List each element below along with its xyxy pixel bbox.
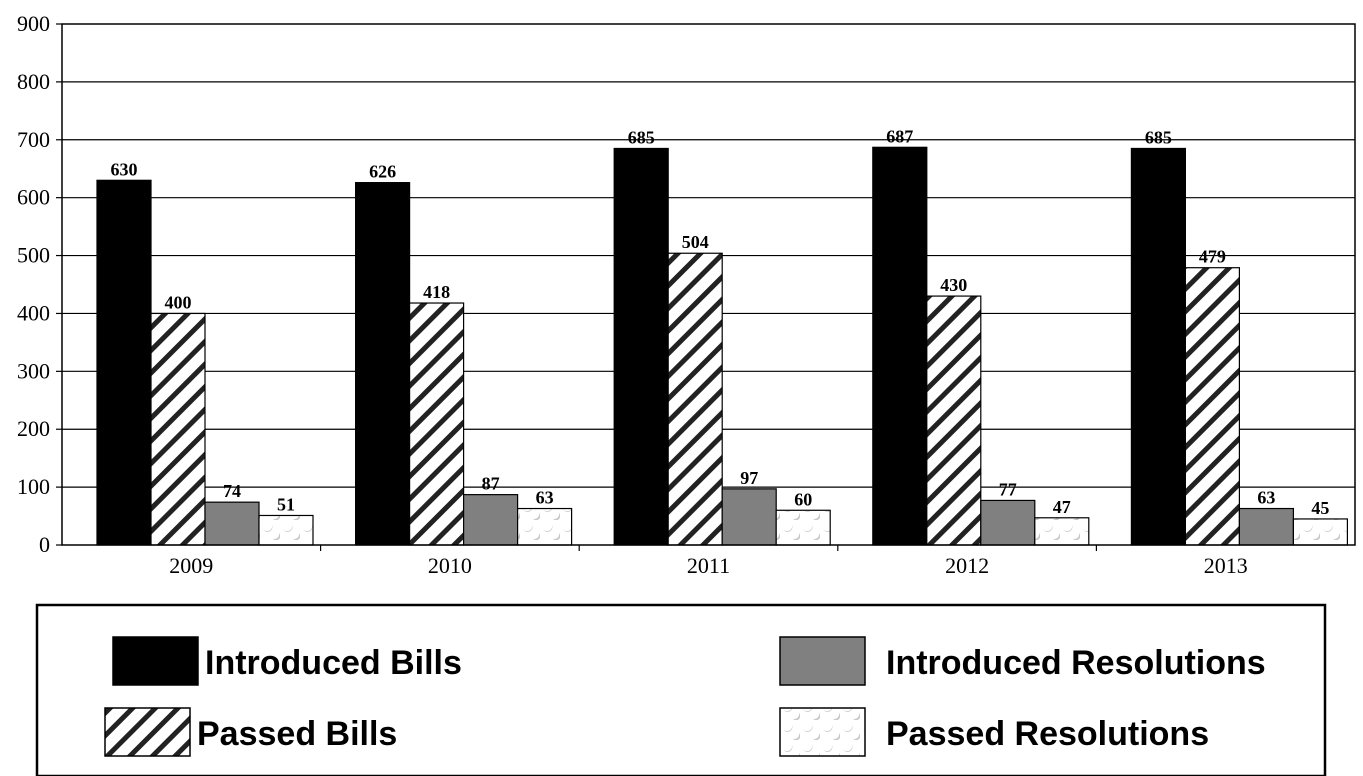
bars [96,146,1349,546]
bar-introduced-resolutions [463,494,519,546]
y-tick-label: 400 [17,300,50,325]
data-label: 504 [682,232,709,252]
bar-passed-bills [409,302,465,546]
legend-swatch-introduced-bills [112,636,199,686]
legend-label: Introduced Bills [205,644,462,682]
data-label: 630 [111,159,138,179]
legend-label: Passed Bills [197,715,397,753]
x-tick-label: 2010 [428,553,472,578]
legend-label: Passed Resolutions [886,715,1209,753]
bar-passed-resolutions [1034,517,1090,546]
bar-introduced-resolutions [980,499,1036,546]
bar-introduced-bills [1130,147,1187,546]
x-tick-label: 2013 [1204,553,1248,578]
bar-passed-bills [150,312,206,546]
bar-introduced-bills [355,182,411,546]
legend-box [35,603,1327,776]
y-tick-label: 700 [17,127,50,152]
x-axis: 2009 2010 2011 2012 2013 [169,545,1248,578]
bar-introduced-resolutions [721,488,777,546]
data-labels: 630 400 74 51 626 418 87 63 685 504 97 60 687 430 77 47… [111,126,1330,518]
y-tick-label: 300 [17,358,50,383]
data-label: 45 [1311,498,1329,518]
y-tick-label: 800 [17,69,50,94]
data-label: 63 [1257,488,1275,508]
data-label: 60 [794,489,812,509]
data-label: 687 [886,126,913,146]
data-label: 74 [223,481,241,501]
bar-introduced-bills [96,179,152,546]
data-label: 97 [740,468,758,488]
x-tick-label: 2011 [687,553,730,578]
bar-introduced-resolutions [204,501,260,546]
bar-passed-bills [667,252,723,546]
y-tick-label: 600 [17,185,50,210]
bar-passed-resolutions [516,507,573,546]
data-label: 87 [482,474,500,494]
x-tick-label: 2009 [169,553,213,578]
bar-introduced-bills [613,147,669,546]
data-label: 77 [999,479,1017,499]
plot-frame [61,23,1356,546]
data-label: 685 [628,127,655,147]
y-tick-label: 200 [17,416,50,441]
bar-passed-resolutions [1292,518,1349,546]
bar-passed-resolutions [258,514,314,546]
bar-passed-bills [1184,267,1241,546]
data-label: 400 [165,292,192,312]
bar-introduced-bills [872,146,928,546]
legend-label: Introduced Resolutions [886,644,1266,682]
data-label: 51 [277,494,295,514]
data-label: 47 [1053,497,1071,517]
legend-swatch-passed-bills [104,707,191,757]
y-axis: 0 100 200 300 400 500 600 700 800 900 [17,11,62,557]
bar-passed-resolutions [775,509,831,546]
data-label: 479 [1199,247,1226,267]
legend-swatch-passed-resolutions [779,707,866,757]
x-tick-label: 2012 [945,553,989,578]
bar-passed-bills [926,295,982,546]
y-tick-label: 0 [39,532,50,557]
legend-swatch-introduced-resolutions [779,636,866,686]
legend: Introduced Bills Passed Bills Introduced R… [35,603,1327,776]
data-label: 626 [369,162,396,182]
data-label: 63 [536,488,554,508]
data-label: 430 [940,275,967,295]
y-tick-label: 100 [17,474,50,499]
y-tick-label: 900 [17,11,50,36]
bar-introduced-resolutions [1238,507,1295,546]
y-tick-label: 500 [17,243,50,268]
data-label: 685 [1145,127,1172,147]
data-label: 418 [423,282,450,302]
